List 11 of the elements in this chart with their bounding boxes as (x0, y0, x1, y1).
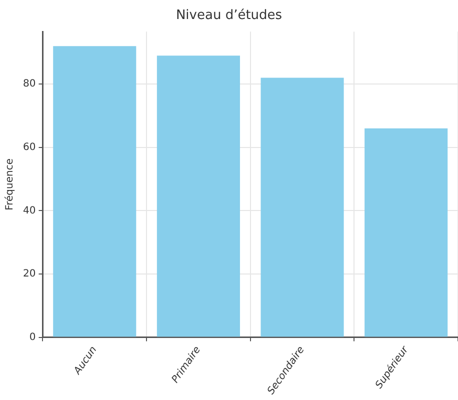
y-tick-label: 20 (22, 268, 36, 280)
y-tick-label: 0 (29, 332, 36, 343)
y-tick-label: 60 (22, 142, 36, 154)
chart-title: Niveau d’études (176, 8, 282, 24)
bar (260, 78, 344, 337)
bar (156, 56, 240, 337)
y-axis-title: Fréquence (4, 158, 16, 210)
bar (53, 46, 136, 337)
bar (364, 128, 448, 337)
y-tick-label: 80 (22, 78, 36, 90)
y-tick-label: 40 (22, 205, 36, 216)
